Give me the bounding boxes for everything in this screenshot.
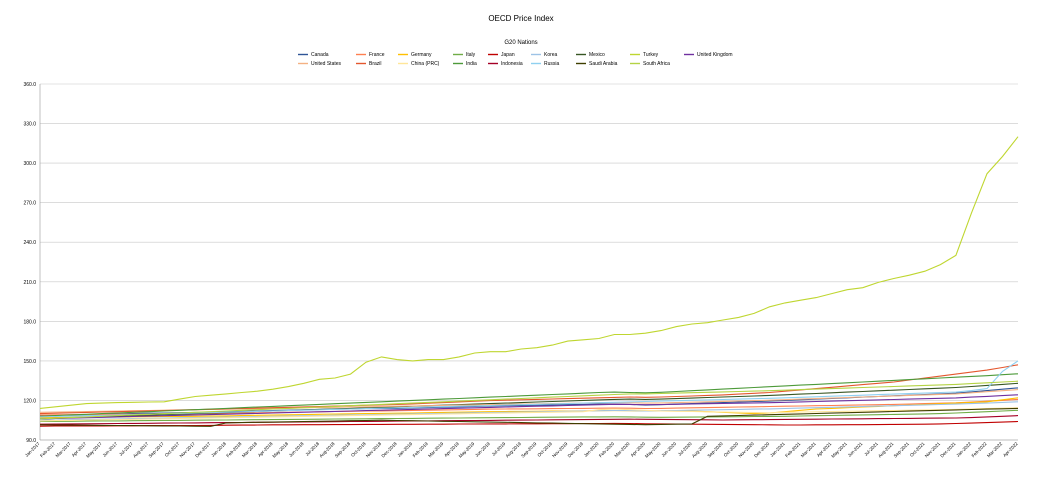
series-lines <box>39 136 1019 427</box>
legend-label: Italy <box>466 52 476 58</box>
y-tick-label: 360.0 <box>23 82 36 88</box>
y-tick-label: 210.0 <box>23 280 36 286</box>
x-tick-label: May-2018 <box>271 441 289 459</box>
legend-label: Indonesia <box>501 61 523 67</box>
series-line-turkey <box>39 136 1019 409</box>
x-tick-label: Jun-2017 <box>102 441 119 458</box>
x-tick-label: Mar-2022 <box>986 441 1004 459</box>
legend-label: Turkey <box>643 52 659 58</box>
legend-label: Germany <box>411 52 432 58</box>
x-axis: Jan-2017Feb-2017Mar-2017Apr-2017May-2017… <box>24 441 1019 459</box>
x-tick-label: Feb-2020 <box>598 441 616 459</box>
y-tick-label: 240.0 <box>23 240 36 246</box>
legend-label: Mexico <box>589 52 605 58</box>
x-tick-label: Jun-2018 <box>288 441 305 458</box>
x-tick-label: Sep-2019 <box>520 441 538 459</box>
legend-label: Japan <box>501 52 515 58</box>
y-tick-label: 330.0 <box>23 122 36 128</box>
legend-label: Canada <box>311 52 329 58</box>
x-tick-label: Mar-2019 <box>427 441 445 459</box>
x-tick-label: Dec-2018 <box>380 441 398 459</box>
legend-label: United Kingdom <box>697 52 733 58</box>
x-tick-label: May-2017 <box>85 441 103 459</box>
series-line-japan <box>39 420 1019 427</box>
legend-label: India <box>466 61 477 67</box>
y-tick-label: 270.0 <box>23 201 36 207</box>
x-tick-label: Dec-2017 <box>194 441 212 459</box>
x-tick-label: May-2019 <box>458 441 476 459</box>
legend-label: Russia <box>544 61 560 67</box>
legend-label: South Africa <box>643 61 670 67</box>
series-line-indonesia <box>39 415 1019 425</box>
legend-label: United States <box>311 61 342 67</box>
series-line-russia <box>39 360 1019 418</box>
legend-label: Korea <box>544 52 558 58</box>
y-tick-label: 300.0 <box>23 161 36 167</box>
x-tick-label: Sep-2018 <box>334 441 352 459</box>
series-line-italy <box>39 409 1019 423</box>
x-tick-label: Feb-2018 <box>225 441 243 459</box>
y-tick-label: 150.0 <box>23 359 36 365</box>
y-tick-label: 180.0 <box>23 319 36 325</box>
series-line-korea <box>39 401 1019 421</box>
x-tick-label: Mar-2020 <box>613 441 631 459</box>
y-tick-label: 120.0 <box>23 398 36 404</box>
y-tick-label: 90.0 <box>26 438 36 444</box>
series-line-india <box>39 373 1019 417</box>
series-line-united-kingdom <box>39 394 1019 420</box>
chart-title: OECD Price Index <box>488 14 553 23</box>
x-tick-label: Sep-2020 <box>706 441 724 459</box>
x-tick-label: Mar-2018 <box>241 441 259 459</box>
legend-label: Saudi Arabia <box>589 61 618 67</box>
x-tick-label: Sep-2017 <box>148 441 166 459</box>
y-axis: 90.0 120.0 150.0 180.0 210.0 240.0 270.0 300.0 3… <box>23 82 36 444</box>
series-line-china-prc <box>39 407 1019 422</box>
legend: Canada France Germany Italy Japan Korea Mexico… <box>298 52 733 67</box>
x-tick-label: Jun-2019 <box>474 441 491 458</box>
x-tick-label: May-2020 <box>644 441 662 459</box>
x-tick-label: Dec-2019 <box>567 441 585 459</box>
x-tick-label: Feb-2017 <box>39 441 57 459</box>
x-tick-label: Mar-2021 <box>800 441 818 459</box>
x-tick-label: Apr-2022 <box>1002 441 1019 458</box>
x-tick-label: Jun-2021 <box>847 441 864 458</box>
x-tick-label: Feb-2022 <box>971 441 989 459</box>
chart-subtitle: G20 Nations <box>504 40 537 46</box>
x-tick-label: Dec-2021 <box>939 441 957 459</box>
legend-label: France <box>369 52 385 58</box>
x-tick-label: May-2021 <box>830 441 848 459</box>
x-tick-label: Feb-2021 <box>784 441 802 459</box>
gridlines <box>39 83 1018 441</box>
series-line-south-africa <box>39 380 1019 420</box>
x-tick-label: Sep-2021 <box>893 441 911 459</box>
x-tick-label: Dec-2020 <box>753 441 771 459</box>
x-tick-label: Mar-2017 <box>55 441 73 459</box>
legend-label: China (PRC) <box>411 61 440 67</box>
x-tick-label: Jun-2020 <box>660 441 677 458</box>
legend-label: Brazil <box>369 61 382 67</box>
x-tick-label: Feb-2019 <box>412 441 430 459</box>
series-line-saudi-arabia <box>39 407 1019 427</box>
